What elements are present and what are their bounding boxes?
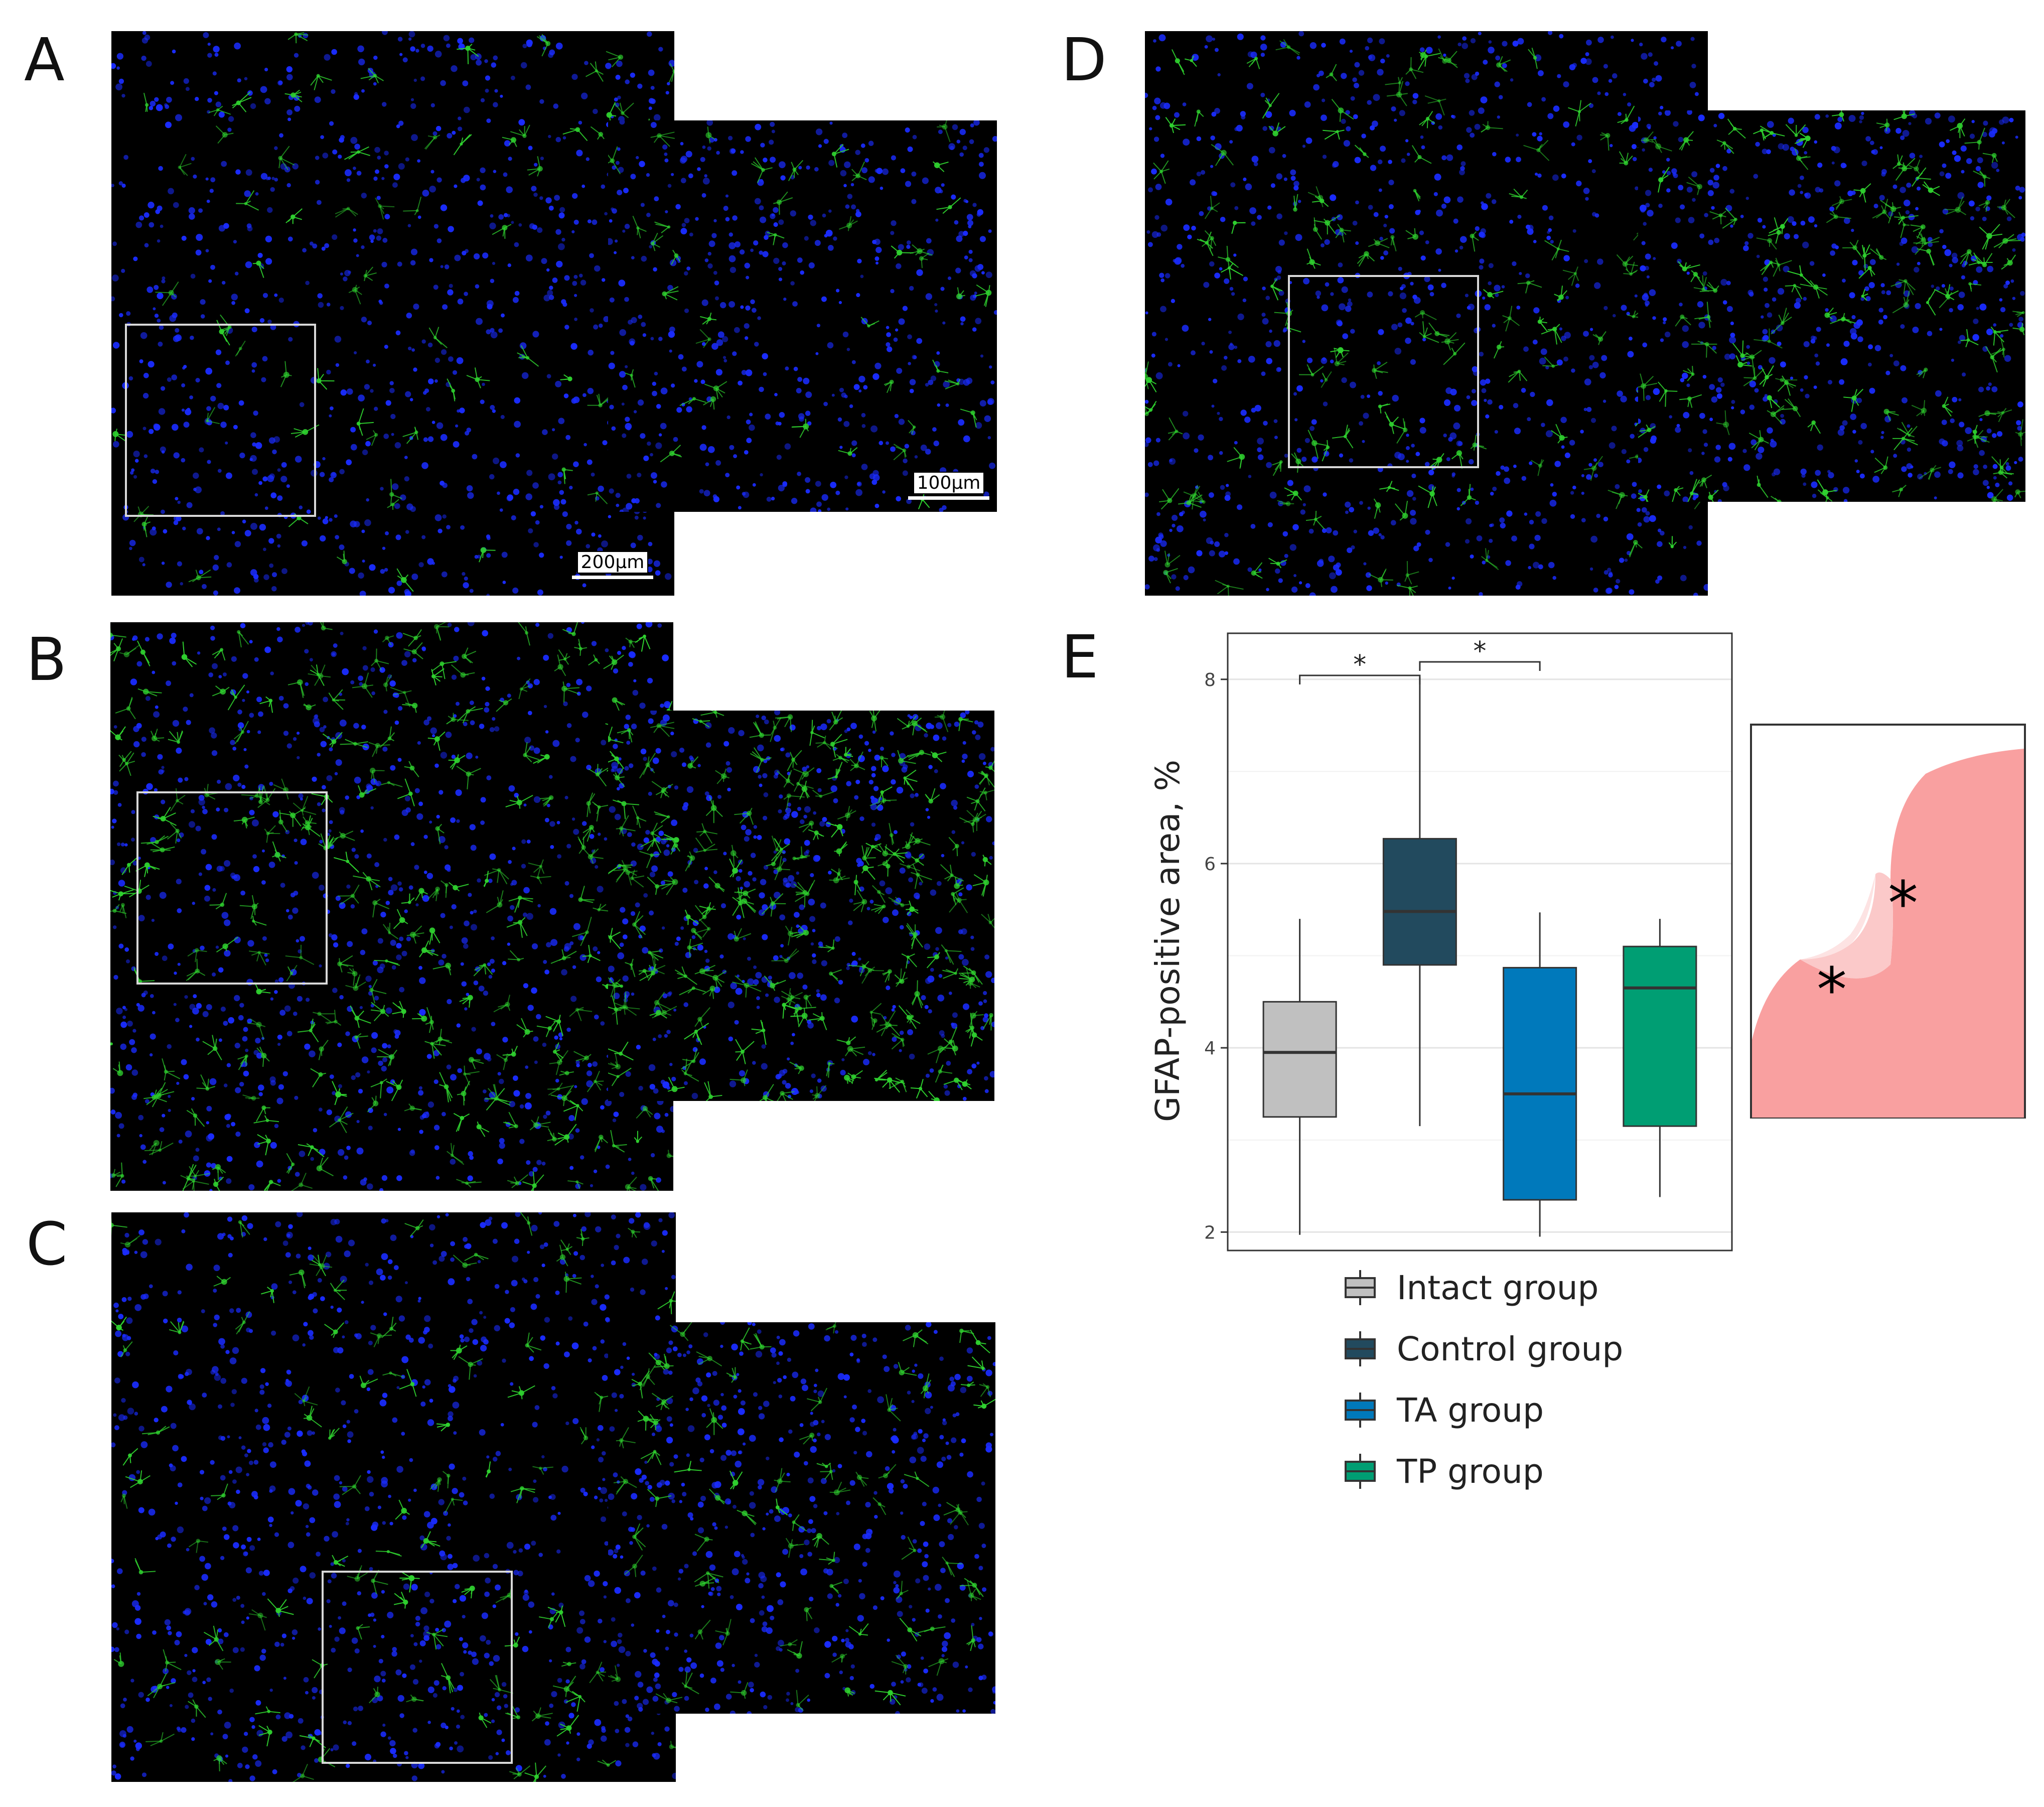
panel-label-e: E <box>1061 622 1099 691</box>
scalebar-line <box>572 576 653 580</box>
legend-swatch <box>1345 1454 1380 1489</box>
panel-c-roi-box <box>322 1571 513 1764</box>
panel-b-inset-image <box>608 711 994 1101</box>
panel-a-overview-image <box>111 31 674 596</box>
lesion-schematic: * * <box>1750 724 2026 1119</box>
box-iqr <box>1503 966 1577 1201</box>
box-tp-group <box>1623 919 1697 1197</box>
panel-b-roi-box <box>136 791 328 985</box>
box-ta-group <box>1503 912 1577 1237</box>
y-tick-label: 6 <box>1204 854 1216 875</box>
box-control-group <box>1382 677 1457 1127</box>
box-intact-group <box>1262 919 1337 1235</box>
asterisk-marker: * <box>1888 869 1918 939</box>
significance-label: * <box>1353 650 1366 680</box>
panel-a-inset-image <box>608 120 997 512</box>
panel-c-inset-image <box>608 1322 995 1714</box>
tissue-shape <box>1752 749 2024 1118</box>
y-tick-label: 4 <box>1204 1038 1216 1059</box>
significance-label: * <box>1474 636 1487 666</box>
legend-swatch <box>1345 1331 1380 1366</box>
scalebar-line <box>908 496 989 500</box>
legend-label: TP group <box>1397 1452 1544 1491</box>
legend-item: Intact group <box>1345 1257 1623 1318</box>
panel-a-scalebar-inset: 100μm <box>908 472 989 500</box>
legend-item: TP group <box>1345 1441 1623 1502</box>
panel-a-roi-box <box>125 324 316 517</box>
y-axis-label: GFAP-positive area, % <box>1148 760 1187 1122</box>
lesion-zone <box>1800 872 1893 979</box>
legend-swatch <box>1345 1270 1380 1305</box>
box-iqr <box>1623 945 1697 1127</box>
legend-swatch <box>1345 1393 1380 1428</box>
box-iqr <box>1382 838 1457 966</box>
significance-bracket: * <box>1419 636 1541 671</box>
scalebar-label: 200μm <box>576 551 649 574</box>
legend-label: TA group <box>1397 1391 1544 1430</box>
legend-label: Intact group <box>1397 1268 1599 1307</box>
scalebar-label: 100μm <box>913 472 985 495</box>
panel-c-overview-image <box>111 1212 676 1782</box>
legend-item: Control group <box>1345 1318 1623 1379</box>
legend-item: TA group <box>1345 1379 1623 1441</box>
panel-a-scalebar-main: 200μm <box>572 551 653 580</box>
panel-d-overview-image <box>1145 31 1708 596</box>
panel-d-inset-image <box>1638 110 2025 502</box>
panel-label-d: D <box>1061 25 1107 94</box>
panel-label-a: A <box>24 25 65 94</box>
panel-label-b: B <box>26 625 67 694</box>
bracket-line <box>1419 661 1541 671</box>
asterisk-marker: * <box>1817 955 1847 1025</box>
chart-legend: Intact group Control group TA group TP g… <box>1345 1257 1623 1502</box>
panel-d-roi-box <box>1288 275 1479 468</box>
plot-frame <box>1227 632 1733 1252</box>
panel-label-c: C <box>26 1209 68 1279</box>
y-tick-label: 8 <box>1204 670 1216 690</box>
legend-label: Control group <box>1397 1329 1624 1368</box>
box-iqr <box>1262 1001 1337 1118</box>
y-tick-label: 2 <box>1204 1222 1216 1243</box>
